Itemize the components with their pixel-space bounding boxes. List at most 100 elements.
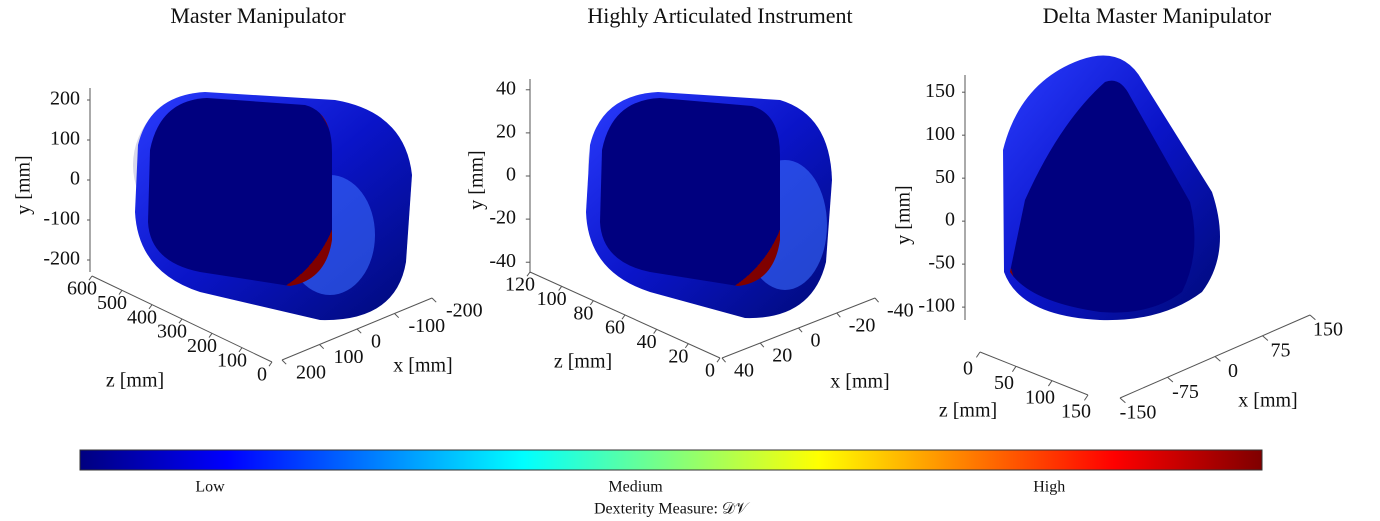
y-tick-label: -20 xyxy=(489,207,516,229)
z-tick-label: 20 xyxy=(668,345,688,367)
colorbar-tick-label: High xyxy=(1033,479,1065,496)
x-tick xyxy=(1309,314,1316,321)
y-axis-label: y [mm] xyxy=(893,185,915,244)
z-tick xyxy=(208,333,213,338)
x-tick xyxy=(1167,376,1174,383)
chart-title: Master Manipulator xyxy=(170,3,346,28)
x-tick xyxy=(721,357,726,363)
x-tick xyxy=(431,297,437,303)
y-tick-label: 40 xyxy=(496,77,516,99)
x-axis-label: x [mm] xyxy=(393,355,452,377)
y-tick-label: -40 xyxy=(489,250,516,272)
z-tick xyxy=(88,275,93,281)
x-tick-label: -20 xyxy=(849,315,876,337)
z-tick-label: 150 xyxy=(1061,401,1091,423)
z-tick xyxy=(178,318,183,324)
z-tick-label: 500 xyxy=(97,292,127,314)
z-tick xyxy=(716,357,721,363)
surface-3 xyxy=(1003,55,1220,321)
y-tick-label: -100 xyxy=(43,208,80,230)
y-axis-label: y [mm] xyxy=(466,150,488,209)
y-tick-label: 100 xyxy=(925,123,955,145)
z-tick xyxy=(653,329,658,334)
z-tick xyxy=(975,351,981,358)
x-tick-label: 0 xyxy=(811,330,821,352)
z-tick xyxy=(148,304,153,310)
x-tick xyxy=(1214,356,1221,362)
x-tick xyxy=(281,359,287,365)
x-tick-label: -150 xyxy=(1120,402,1157,424)
z-tick-label: 200 xyxy=(187,335,217,357)
chart-title: Delta Master Manipulator xyxy=(1043,3,1272,28)
z-tick xyxy=(1083,394,1089,401)
z-axis-label: z [mm] xyxy=(106,370,164,392)
z-tick-label: 0 xyxy=(963,358,973,380)
z-tick-label: 0 xyxy=(705,360,715,382)
colorbar-tick-label: Medium xyxy=(608,479,663,496)
z-axis-label: z [mm] xyxy=(554,351,612,373)
x-tick-label: 200 xyxy=(296,362,326,384)
y-tick-label: 50 xyxy=(935,166,955,188)
z-tick-label: 300 xyxy=(157,321,187,343)
z-tick-label: 60 xyxy=(605,317,625,339)
y-tick-label: -200 xyxy=(43,248,80,270)
x-axis-label: x [mm] xyxy=(830,371,889,393)
x-tick-label: 40 xyxy=(734,360,754,382)
z-tick-label: 100 xyxy=(537,288,567,310)
y-tick-label: 100 xyxy=(50,128,80,150)
x-tick xyxy=(1119,397,1126,404)
x-tick-label: 100 xyxy=(334,346,364,368)
z-tick xyxy=(589,300,594,306)
x-tick xyxy=(874,297,879,303)
x-tick-label: 0 xyxy=(1228,360,1238,382)
y-axis-label: y [mm] xyxy=(13,155,35,214)
y-tick-label: -50 xyxy=(928,252,955,274)
z-tick xyxy=(526,271,531,277)
z-tick xyxy=(1047,380,1053,387)
x-tick-label: 150 xyxy=(1313,319,1343,341)
x-tick xyxy=(1262,335,1269,341)
z-tick-label: 400 xyxy=(127,306,157,328)
x-tick-label: -200 xyxy=(446,300,483,322)
x-tick-label: 0 xyxy=(371,331,381,353)
x-tick xyxy=(759,342,765,348)
surface-1 xyxy=(133,92,412,321)
x-tick xyxy=(356,328,362,334)
y-tick-label: 200 xyxy=(50,88,80,110)
y-tick-label: 0 xyxy=(506,164,516,186)
z-tick xyxy=(558,286,563,291)
x-tick-label: -40 xyxy=(887,300,914,322)
z-tick xyxy=(621,314,626,320)
surface-2 xyxy=(586,92,832,319)
z-tick xyxy=(238,347,243,353)
y-tick-label: 0 xyxy=(945,209,955,231)
x-tick-label: 75 xyxy=(1271,339,1291,361)
z-tick-label: 100 xyxy=(1025,386,1055,408)
z-tick-label: 80 xyxy=(573,302,593,324)
z-tick xyxy=(1011,366,1017,373)
z-tick-label: 100 xyxy=(217,349,247,371)
colorbar-tick-label: Low xyxy=(195,479,225,496)
y-tick-label: 20 xyxy=(496,120,516,142)
x-tick xyxy=(319,344,325,350)
z-tick xyxy=(684,343,689,349)
x-axis-label: x [mm] xyxy=(1238,390,1297,412)
y-tick-label: 0 xyxy=(70,168,80,190)
z-tick-label: 0 xyxy=(257,364,267,386)
z-axis xyxy=(979,351,1089,396)
x-tick xyxy=(394,313,400,319)
x-tick xyxy=(836,312,841,318)
chart-title: Highly Articulated Instrument xyxy=(587,3,852,28)
z-tick xyxy=(118,290,123,295)
z-tick-label: 600 xyxy=(67,278,97,300)
z-tick xyxy=(268,361,273,367)
x-tick-label: -75 xyxy=(1172,381,1199,403)
z-axis-label: z [mm] xyxy=(939,400,997,422)
y-tick-label: 150 xyxy=(925,80,955,102)
colorbar xyxy=(79,449,1263,471)
x-tick xyxy=(798,327,803,333)
y-tick-label: -100 xyxy=(918,295,955,317)
z-tick-label: 50 xyxy=(994,372,1014,394)
z-tick-label: 40 xyxy=(637,331,657,353)
